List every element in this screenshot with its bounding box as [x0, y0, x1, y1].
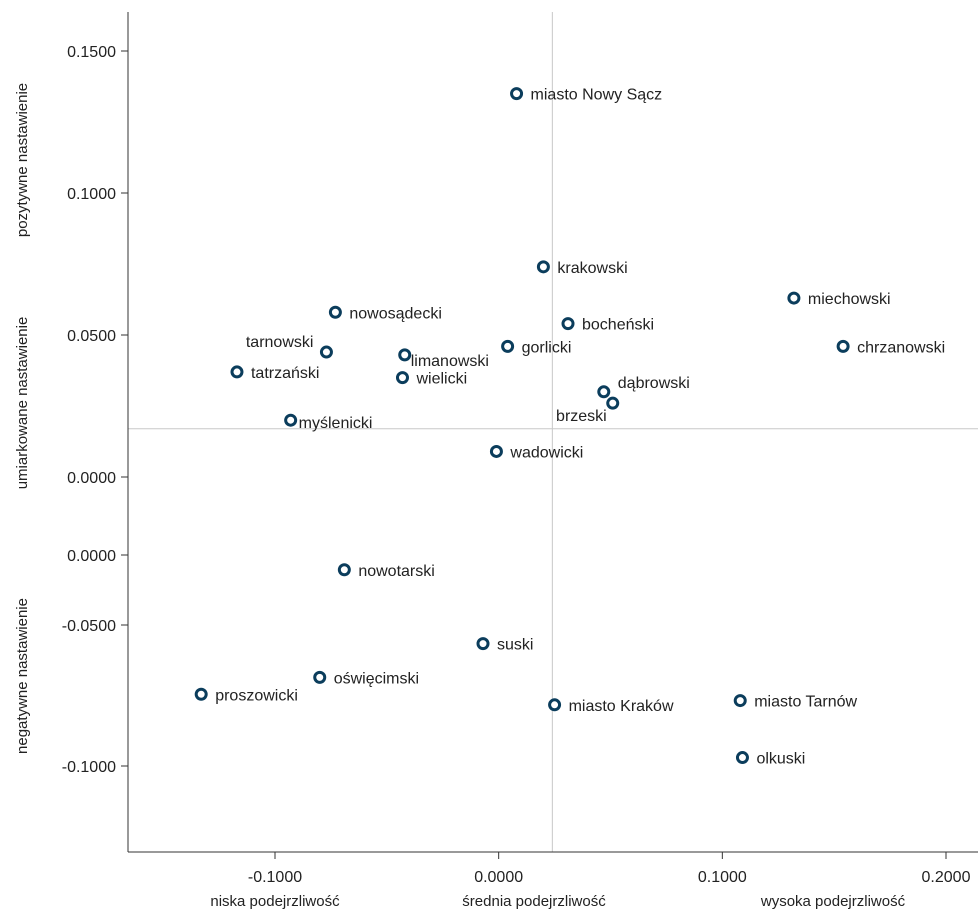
data-point: [319, 345, 333, 359]
data-point: [548, 698, 562, 712]
data-point: [337, 563, 351, 577]
x-tick-label: 0.1000: [698, 869, 747, 886]
y-band-label: negatywne nastawienie: [14, 598, 31, 754]
x-band-label: wysoka podejrzliwość: [760, 893, 906, 910]
point-label: suski: [497, 637, 533, 654]
point-label: gorlicki: [522, 339, 572, 356]
y-tick-label: -0.1000: [62, 759, 116, 776]
y-tick-label: 0.0000: [67, 548, 116, 565]
point-label: wadowicki: [509, 444, 583, 461]
x-tick-label: 0.0000: [474, 869, 523, 886]
point-label: tatrzański: [251, 365, 319, 382]
y-tick-label: -0.0500: [62, 618, 116, 635]
y-tick-label: 0.1500: [67, 44, 116, 61]
point-label: oświęcimski: [334, 670, 419, 687]
data-point: [395, 371, 409, 385]
point-label: myślenicki: [299, 415, 373, 432]
data-point: [787, 291, 801, 305]
y-tick-label: 0.0000: [67, 470, 116, 487]
point-label: brzeski: [556, 408, 607, 425]
data-point: [194, 687, 208, 701]
data-point: [313, 670, 327, 684]
point-label: miasto Kraków: [569, 698, 674, 715]
data-point: [561, 317, 575, 331]
y-tick-label: 0.1000: [67, 186, 116, 203]
data-points: miasto Nowy Sącz krakowski miechowski nowos…: [194, 87, 945, 768]
y-band-label: umiarkowane nastawienie: [14, 317, 31, 490]
point-label: bocheński: [582, 317, 654, 334]
y-band-label: pozytywne nastawienie: [14, 83, 31, 237]
point-label: dąbrowski: [618, 375, 690, 392]
point-label: tarnowski: [246, 334, 314, 351]
data-point: [836, 339, 850, 353]
point-label: krakowski: [557, 260, 627, 277]
data-point: [501, 339, 515, 353]
y-tick-label: 0.0500: [67, 328, 116, 345]
x-tick-label: 0.2000: [922, 869, 971, 886]
point-label: chrzanowski: [857, 339, 945, 356]
point-label: proszowicki: [215, 687, 298, 704]
point-label: nowotarski: [358, 563, 434, 580]
point-label: miasto Tarnów: [754, 694, 857, 711]
axes: [127, 12, 978, 853]
band-labels: niska podejrzliwość średnia podejrzliwość…: [14, 83, 906, 910]
data-point: [733, 694, 747, 708]
point-label: nowosądecki: [349, 305, 442, 322]
data-point: [536, 260, 550, 274]
data-point: [606, 396, 620, 410]
data-point: [398, 348, 412, 362]
x-band-label: niska podejrzliwość: [210, 893, 340, 910]
data-point: [476, 637, 490, 651]
point-label: miasto Nowy Sącz: [531, 87, 663, 104]
x-tick-label: -0.1000: [248, 869, 302, 886]
reference-lines: [128, 12, 978, 852]
data-point: [735, 751, 749, 765]
data-point: [510, 87, 524, 101]
data-point: [230, 365, 244, 379]
point-label: limanowski: [411, 353, 489, 370]
data-point: [597, 385, 611, 399]
data-point: [284, 413, 298, 427]
data-point: [489, 444, 503, 458]
x-band-label: średnia podejrzliwość: [462, 893, 606, 910]
point-label: wielicki: [415, 371, 467, 388]
point-label: olkuski: [756, 751, 805, 768]
point-label: miechowski: [808, 291, 891, 308]
data-point: [328, 305, 342, 319]
tick-labels: -0.1000 0.0000 0.1000 0.2000 0.1500 0.1000 0.0…: [62, 44, 971, 886]
